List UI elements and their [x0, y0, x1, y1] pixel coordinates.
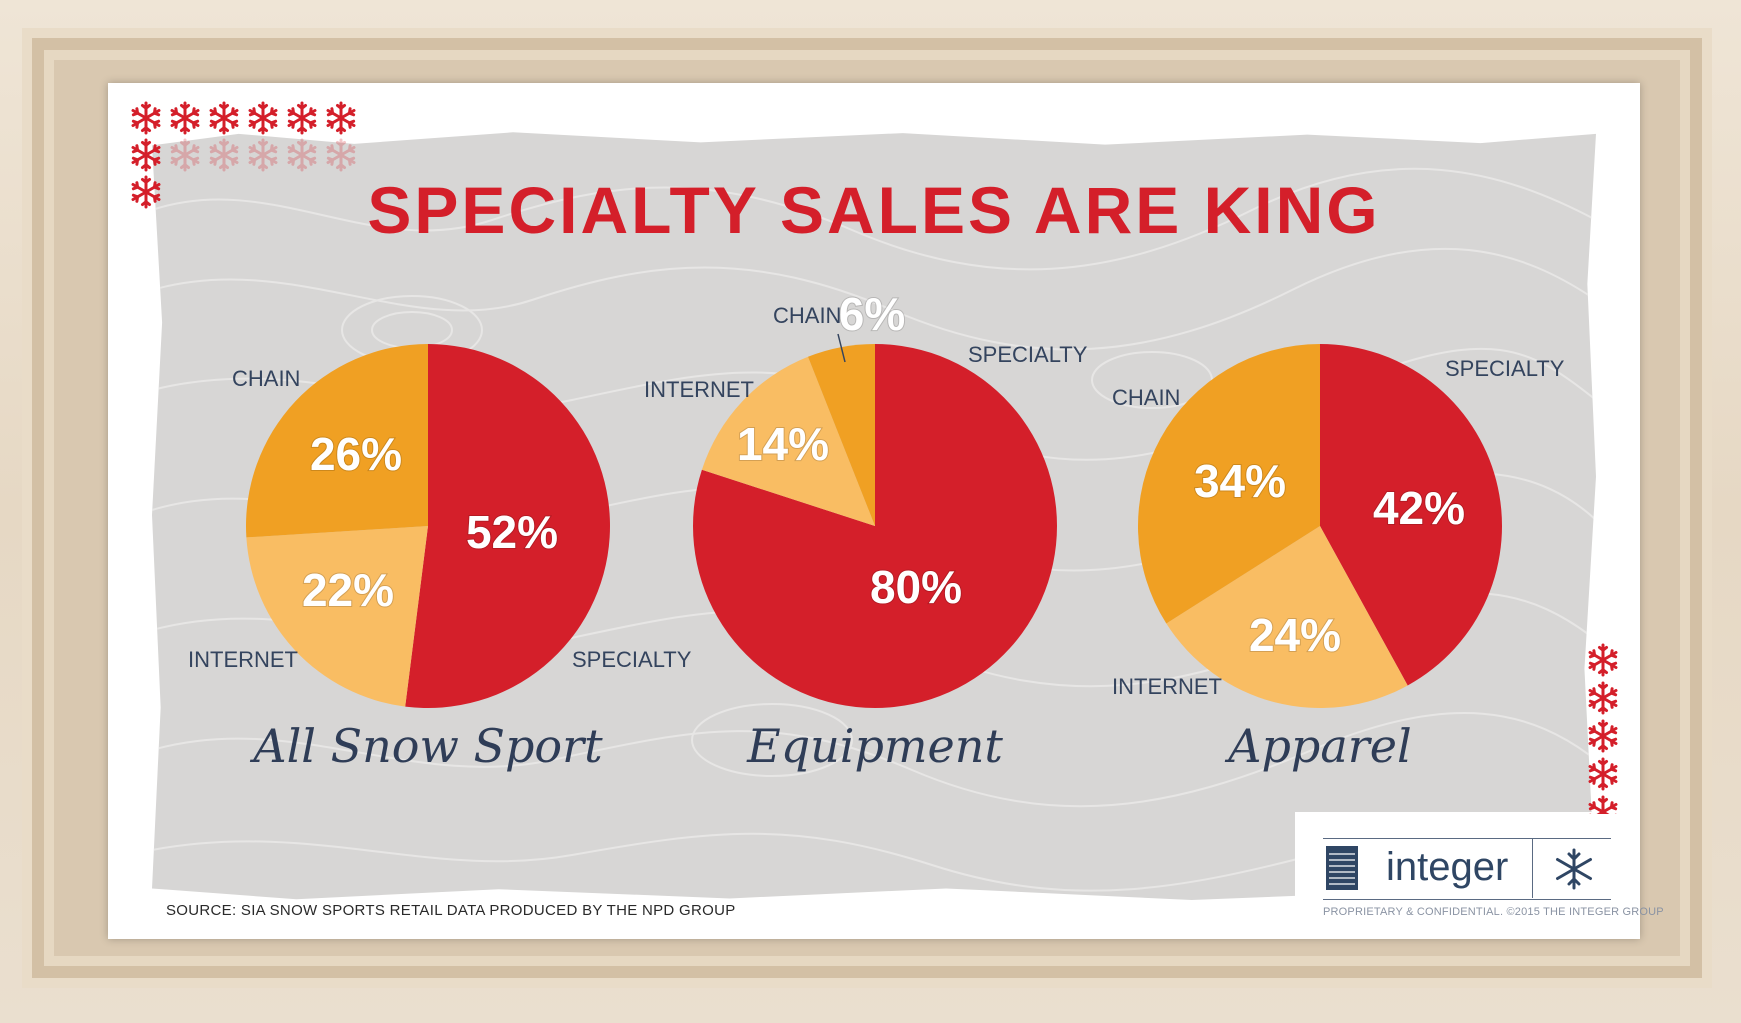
- snowflake-icon-faded: [248, 138, 278, 172]
- pie-chart-title: Apparel: [1224, 719, 1411, 773]
- snowflake-icon: [170, 101, 200, 135]
- brand-divider: [1532, 838, 1533, 898]
- pie-slice-chain: [808, 344, 875, 526]
- slice-category-label: CHAIN: [232, 366, 300, 391]
- snowflake-icon: [1588, 681, 1618, 715]
- snowflake-icon: [209, 138, 239, 172]
- pie-slice-specialty: [405, 344, 610, 708]
- slice-category-label: CHAIN: [1112, 385, 1180, 410]
- snowflake-icon-faded: [131, 138, 161, 172]
- snowflake-icon-faded: [209, 138, 239, 172]
- decorative-snowflakes-top-left: [131, 101, 356, 209]
- snowflake-icon-faded: [326, 138, 356, 172]
- pie-chart-1: 80% 14% 6% SPECIALTY INTERNET CHAIN Equipment: [644, 287, 1088, 773]
- slice-percent-label: 42%: [1373, 482, 1465, 534]
- snowflake-icon: [248, 138, 278, 172]
- snowflake-icon: [1588, 795, 1618, 814]
- slice-category-label: INTERNET: [188, 647, 298, 672]
- snowflake-icon: [287, 138, 317, 172]
- snowflake-icon: [131, 101, 161, 135]
- snowflake-icon: [1588, 719, 1618, 753]
- infographic-title: SPECIALTY SALES ARE KING: [367, 173, 1381, 247]
- slice-percent-label: 80%: [870, 561, 962, 613]
- slice-percent-label: 14%: [737, 418, 829, 470]
- pie-chart-0: 52% 22% 26% SPECIALTY INTERNET CHAIN All Snow …: [188, 344, 692, 773]
- pie-chart-title: All Snow Sport: [249, 719, 603, 773]
- snowflake-icon: [1588, 757, 1618, 791]
- pie-slice-specialty: [1320, 344, 1503, 686]
- pie-chart-2: 42% 24% 34% SPECIALTY INTERNET CHAIN Apparel: [1112, 344, 1565, 773]
- snowflake-icon-faded: [287, 138, 317, 172]
- snowflake-icon: [248, 101, 278, 135]
- brand-bar: [1323, 838, 1611, 900]
- brand-name: integer: [1386, 845, 1509, 889]
- snowflake-icon-faded: [170, 138, 200, 172]
- slice-category-label: CHAIN: [773, 303, 841, 328]
- pie-slice-chain: [1138, 344, 1320, 624]
- slice-percent-label: 26%: [310, 428, 402, 480]
- brand-legal: PROPRIETARY & CONFIDENTIAL. ©2015 THE IN…: [1323, 906, 1664, 918]
- snowflake-icon: [131, 138, 161, 172]
- slice-percent-label: 24%: [1249, 609, 1341, 661]
- snowflake-icon: [326, 138, 356, 172]
- chain-leader-line: [837, 333, 846, 363]
- slice-category-label: INTERNET: [1112, 674, 1222, 699]
- slice-category-label: SPECIALTY: [968, 342, 1088, 367]
- pie-slice-chain: [245, 344, 428, 538]
- snowflake-icon: [1588, 643, 1618, 677]
- decorative-snowflakes-right: [1588, 643, 1618, 814]
- pie-slice-internet: [701, 356, 875, 526]
- snowflake-icon: [170, 138, 200, 172]
- pie-chart-title: Equipment: [746, 719, 1003, 773]
- snowflake-icon: [209, 101, 239, 135]
- slice-category-label: SPECIALTY: [1445, 356, 1565, 381]
- snowflake-icon: [1556, 848, 1592, 890]
- snowflake-icon: [131, 175, 161, 209]
- slice-percent-label: 52%: [466, 506, 558, 558]
- snowflake-icon: [326, 101, 356, 135]
- slice-percent-label: 22%: [302, 564, 394, 616]
- slice-percent-label: 6%: [839, 288, 905, 340]
- pie-slice-internet: [1166, 526, 1408, 708]
- slice-percent-label: 34%: [1194, 455, 1286, 507]
- snowflake-icon: [287, 101, 317, 135]
- pie-slice-internet: [246, 526, 428, 707]
- source-note: SOURCE: SIA SNOW SPORTS RETAIL DATA PROD…: [166, 902, 736, 919]
- integer-logo-icon: [1326, 846, 1358, 890]
- slice-category-label: SPECIALTY: [572, 647, 692, 672]
- slice-category-label: INTERNET: [644, 377, 754, 402]
